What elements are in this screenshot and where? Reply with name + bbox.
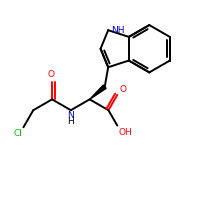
Text: OH: OH xyxy=(118,128,132,137)
Polygon shape xyxy=(90,85,106,99)
Text: O: O xyxy=(48,70,55,79)
Text: NH: NH xyxy=(111,26,125,35)
Text: O: O xyxy=(119,85,126,94)
Text: N: N xyxy=(67,111,74,120)
Text: Cl: Cl xyxy=(14,129,22,138)
Text: H: H xyxy=(67,117,74,126)
